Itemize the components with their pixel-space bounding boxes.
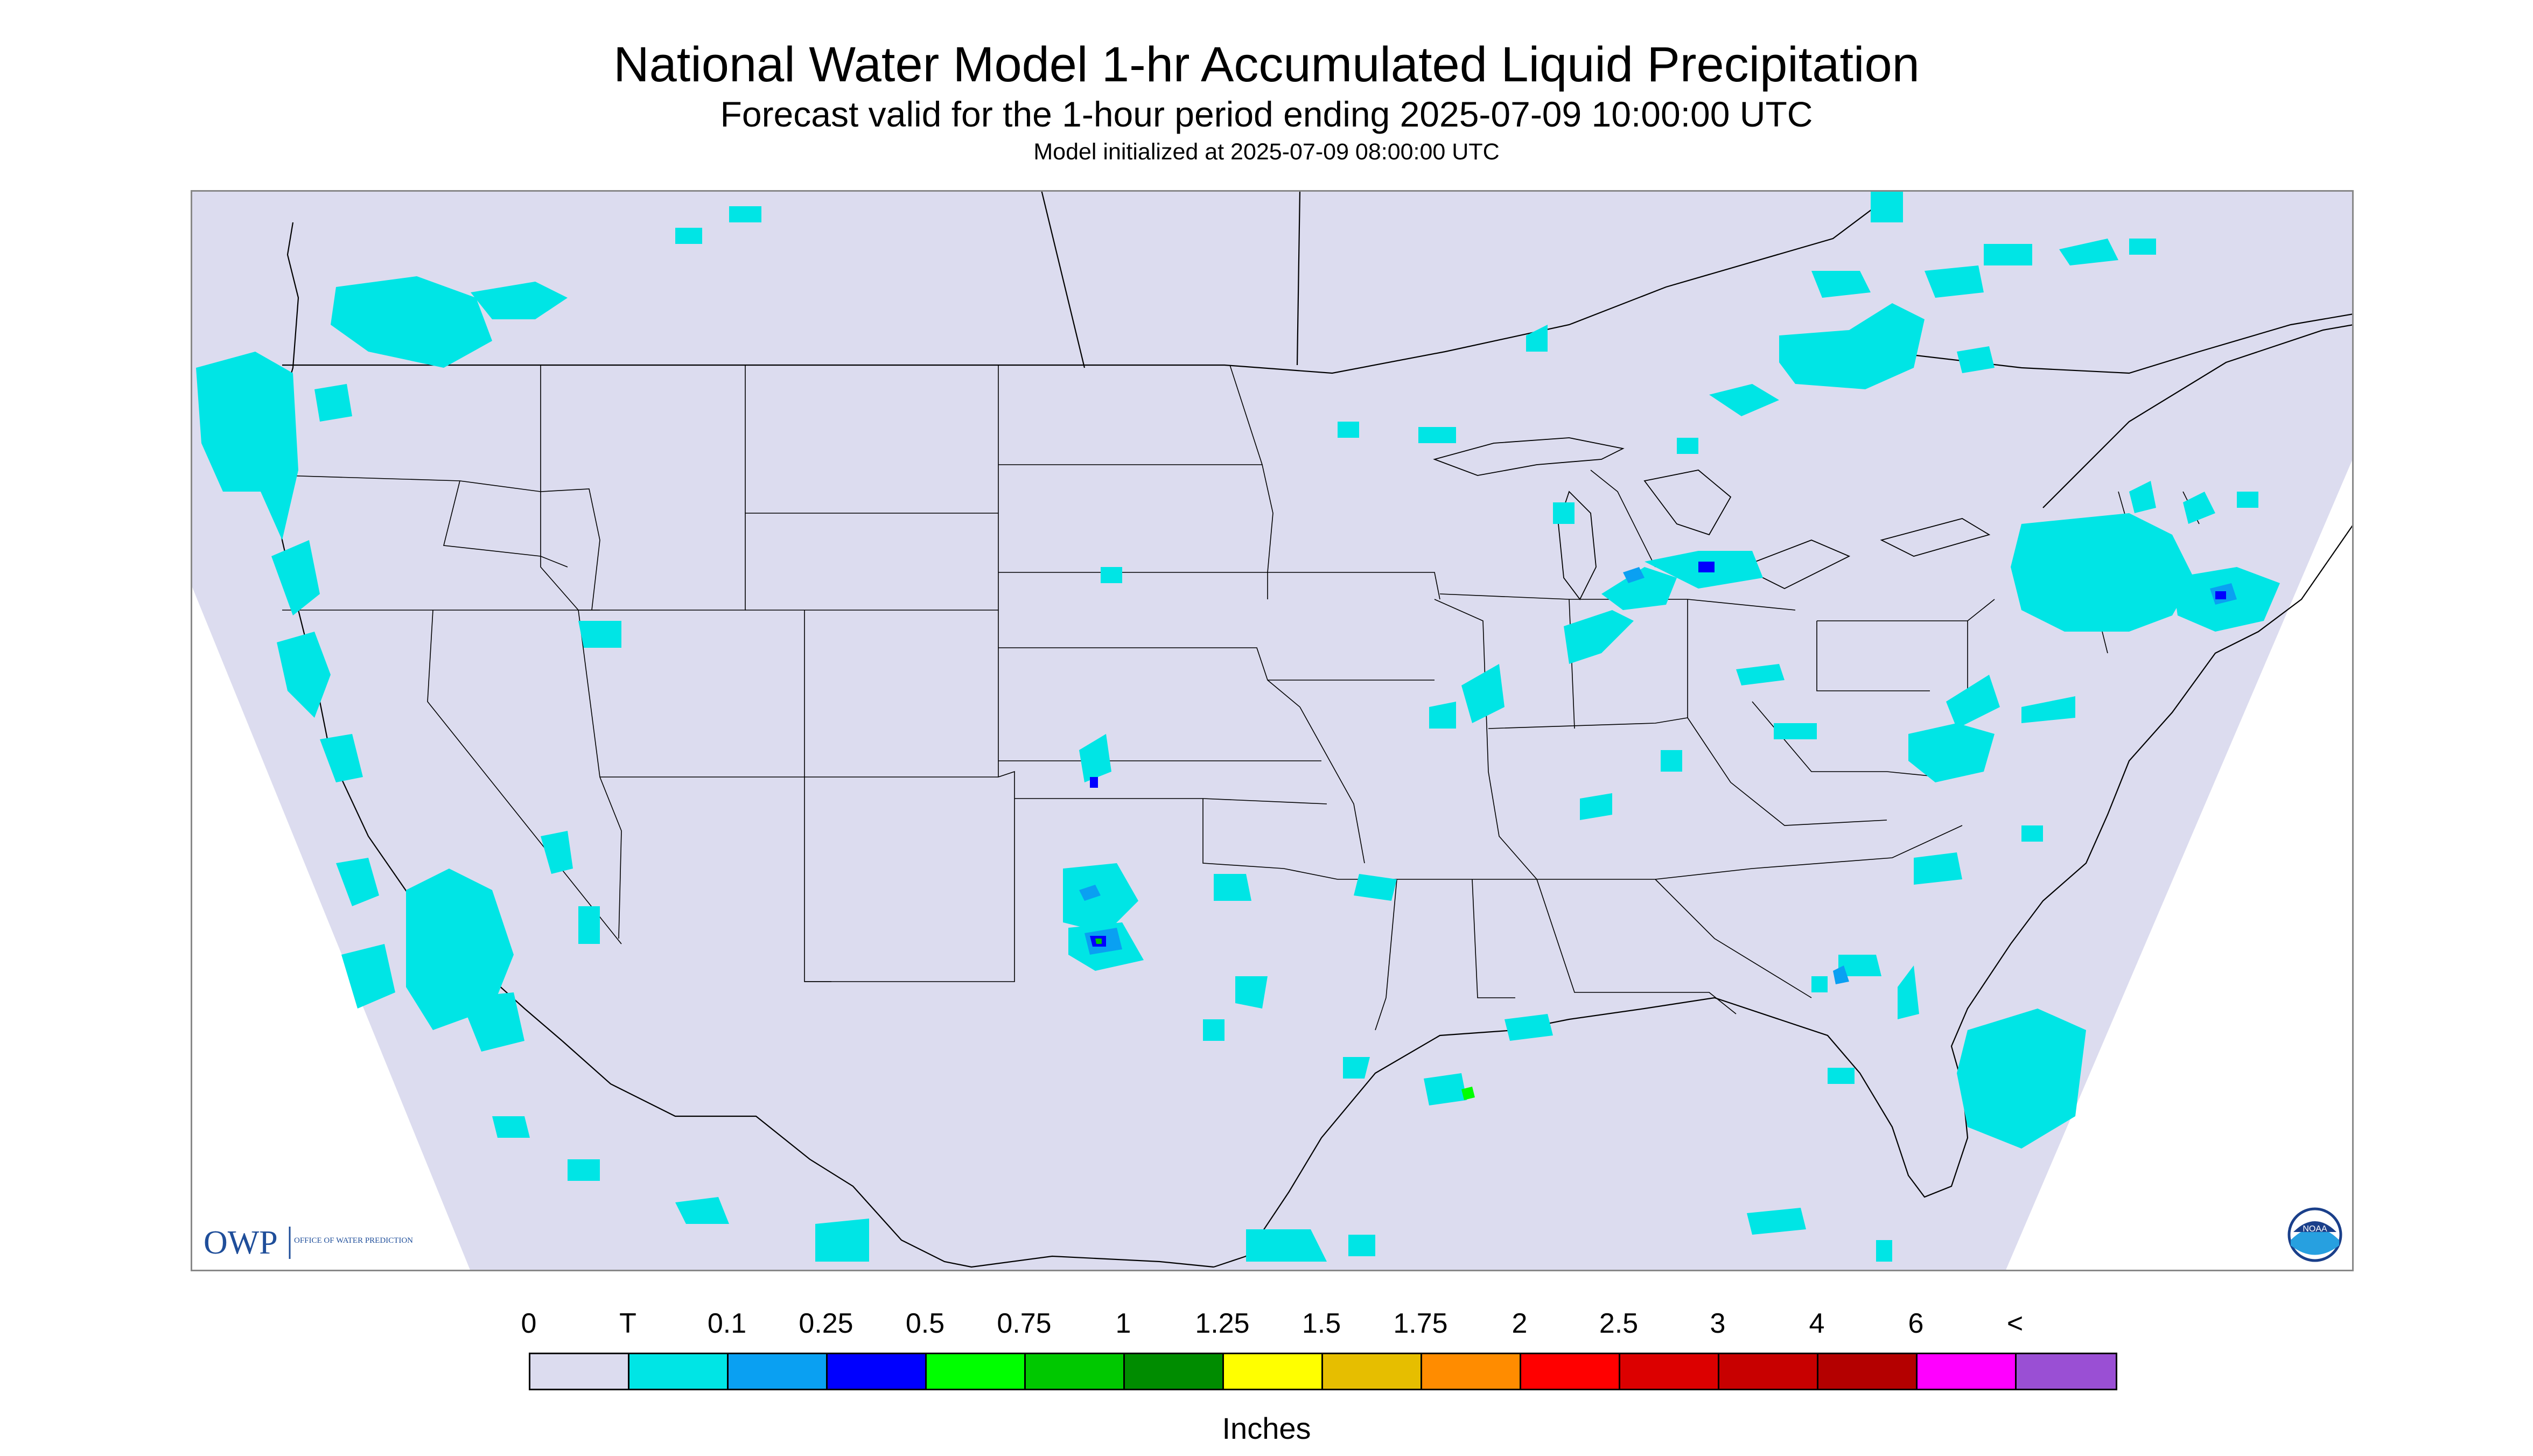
legend-swatch bbox=[1422, 1354, 1521, 1389]
model-init-text: Model initialized at 2025-07-09 08:00:00… bbox=[1033, 139, 1500, 165]
legend-swatch bbox=[729, 1354, 828, 1389]
legend-tick-label: T bbox=[619, 1308, 636, 1339]
legend-swatch bbox=[1918, 1354, 2017, 1389]
legend-swatch bbox=[828, 1354, 927, 1389]
legend-swatch bbox=[1818, 1354, 1918, 1389]
legend-swatch bbox=[530, 1354, 629, 1389]
legend-swatch bbox=[1125, 1354, 1224, 1389]
state-borders bbox=[282, 365, 2200, 1031]
legend-tick-label: 0.5 bbox=[905, 1308, 945, 1339]
map-title: National Water Model 1-hr Accumulated Li… bbox=[613, 37, 1920, 92]
legend-tick-label: < bbox=[2006, 1308, 2024, 1339]
legend-tick-label: 1.25 bbox=[1195, 1308, 1250, 1339]
legend-tick-label: 6 bbox=[1908, 1308, 1924, 1339]
legend-swatch bbox=[2017, 1354, 2116, 1389]
legend-tick-label: 1.5 bbox=[1302, 1308, 1341, 1339]
noaa-logo-text: NOAA bbox=[2303, 1224, 2327, 1234]
legend-color-bar bbox=[529, 1353, 2117, 1390]
legend-tick-label: 4 bbox=[1809, 1308, 1825, 1339]
model-domain bbox=[191, 190, 2354, 1271]
legend-tick-label: 1 bbox=[1115, 1308, 1131, 1339]
legend-tick-label: 0.25 bbox=[799, 1308, 853, 1339]
legend-swatch bbox=[1620, 1354, 1719, 1389]
legend-swatch bbox=[1323, 1354, 1422, 1389]
legend-tick-label: 2 bbox=[1512, 1308, 1528, 1339]
owp-logo-subtext: OFFICE OF WATER PREDICTION bbox=[294, 1236, 413, 1245]
legend-swatch bbox=[1521, 1354, 1620, 1389]
legend-tick-label: 1.75 bbox=[1393, 1308, 1448, 1339]
noaa-logo: NOAA bbox=[2287, 1207, 2342, 1262]
legend-tick-label: 0.1 bbox=[707, 1308, 747, 1339]
legend-tick-label: 0 bbox=[521, 1308, 537, 1339]
precip-heavy-cells bbox=[1079, 562, 2237, 1100]
legend-swatch bbox=[1224, 1354, 1323, 1389]
map-frame bbox=[191, 190, 2354, 1271]
owp-logo-text: OWP bbox=[204, 1224, 278, 1261]
owp-logo: OWP OFFICE OF WATER PREDICTION bbox=[204, 1224, 413, 1261]
legend-units: Inches bbox=[1222, 1411, 1311, 1445]
legend-swatch bbox=[1026, 1354, 1125, 1389]
precipitation-map: OWP OFFICE OF WATER PREDICTION NOAA bbox=[191, 190, 2354, 1271]
legend-tick-label: 3 bbox=[1710, 1308, 1726, 1339]
forecast-valid-subtitle: Forecast valid for the 1-hour period end… bbox=[720, 94, 1813, 134]
legend-swatch bbox=[927, 1354, 1026, 1389]
legend-tick-label: 0.75 bbox=[997, 1308, 1052, 1339]
legend-swatch bbox=[1719, 1354, 1818, 1389]
legend-tick-label: 2.5 bbox=[1599, 1308, 1639, 1339]
legend-swatch bbox=[629, 1354, 729, 1389]
